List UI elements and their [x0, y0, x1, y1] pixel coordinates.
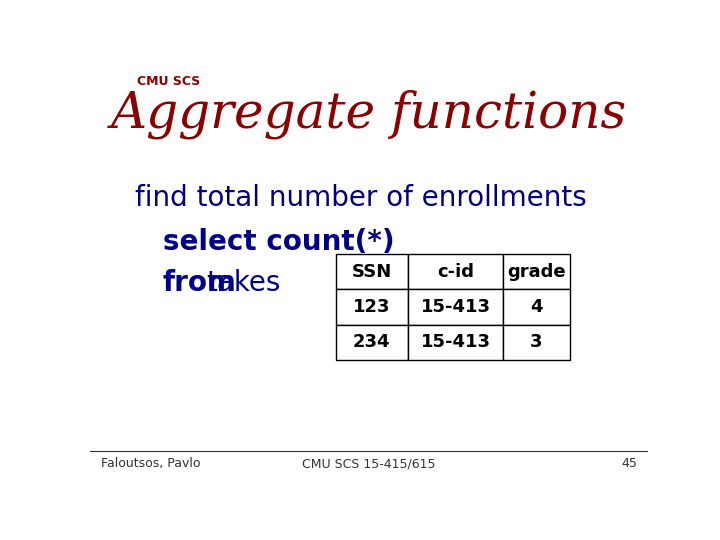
Text: CMU SCS: CMU SCS: [138, 75, 201, 88]
Text: c-id: c-id: [437, 262, 474, 281]
Text: 15-413: 15-413: [420, 333, 490, 352]
Text: 15-413: 15-413: [420, 298, 490, 316]
Bar: [503, 289, 570, 325]
Text: find total number of enrollments: find total number of enrollments: [135, 184, 586, 212]
Text: 234: 234: [353, 333, 390, 352]
Text: CMU SCS 15-415/615: CMU SCS 15-415/615: [302, 457, 436, 470]
Text: grade: grade: [507, 262, 566, 281]
Bar: [408, 325, 503, 360]
Bar: [408, 254, 503, 289]
Text: 45: 45: [621, 457, 637, 470]
Text: 4: 4: [530, 298, 543, 316]
Bar: [336, 254, 408, 289]
Bar: [336, 289, 408, 325]
Bar: [336, 325, 408, 360]
Text: from: from: [163, 269, 236, 297]
Bar: [503, 325, 570, 360]
Text: SSN: SSN: [351, 262, 392, 281]
Bar: [503, 254, 570, 289]
Text: 3: 3: [530, 333, 543, 352]
Text: select count(*): select count(*): [163, 227, 394, 255]
Text: Aggregate functions: Aggregate functions: [111, 90, 627, 139]
Text: Faloutsos, Pavlo: Faloutsos, Pavlo: [101, 457, 201, 470]
Text: takes: takes: [206, 269, 280, 297]
Text: 123: 123: [353, 298, 390, 316]
Bar: [408, 289, 503, 325]
